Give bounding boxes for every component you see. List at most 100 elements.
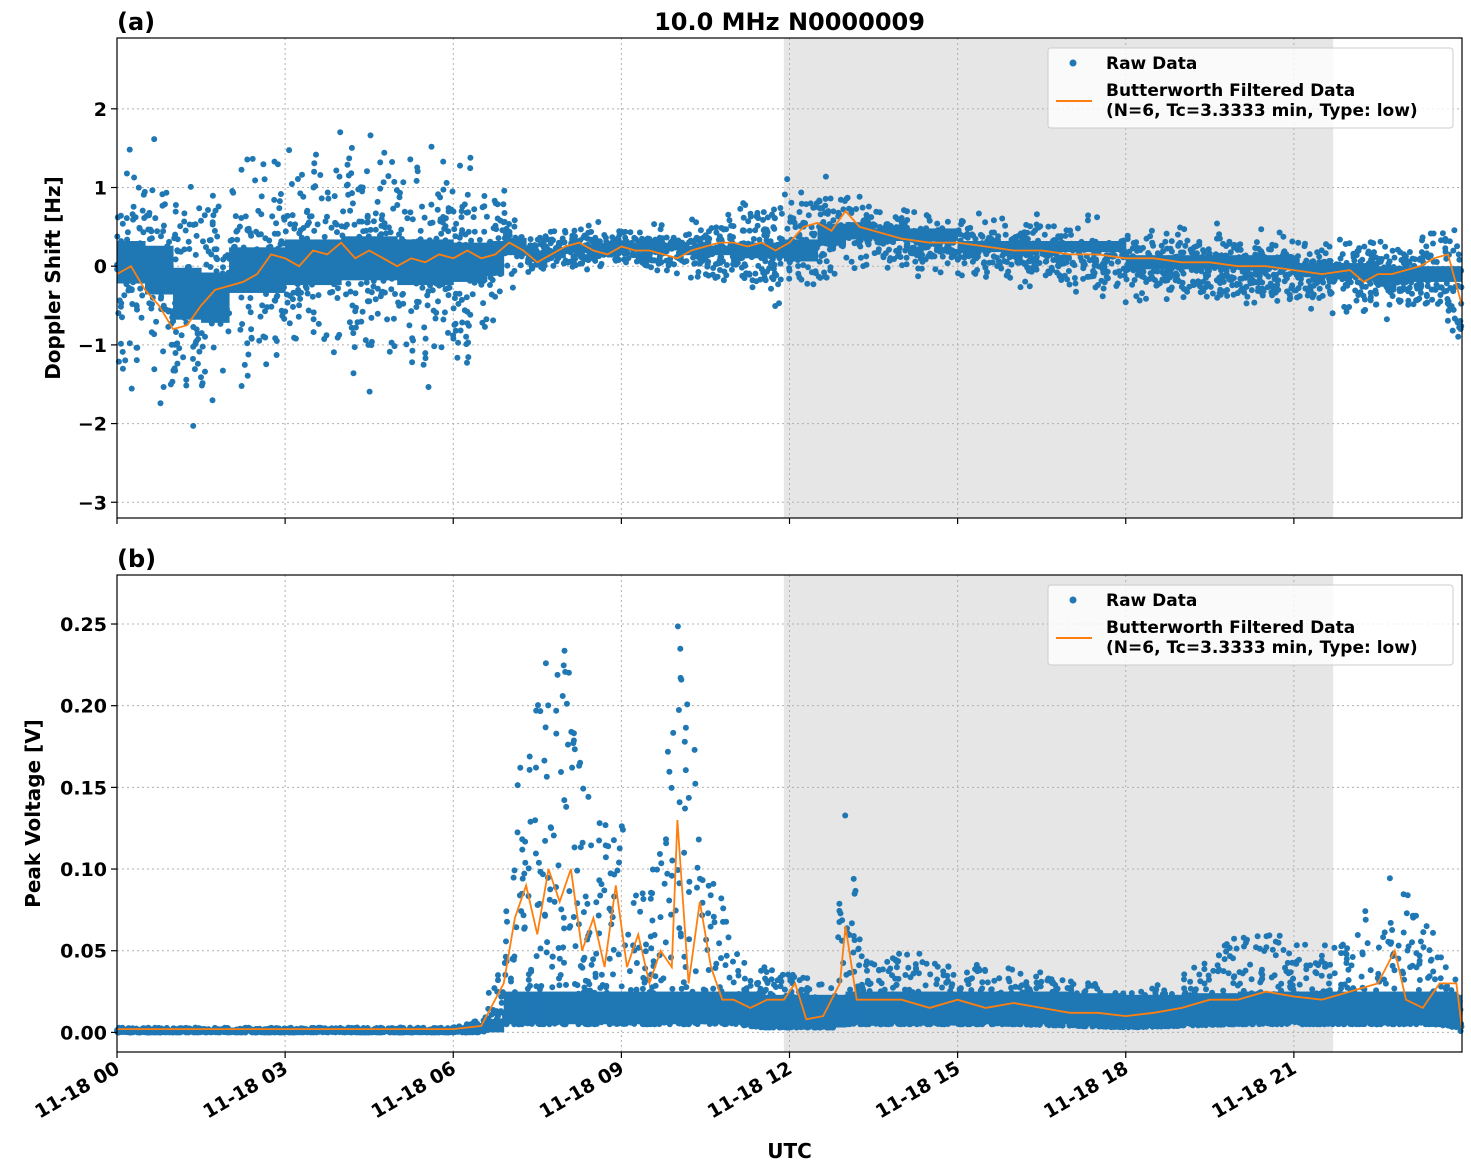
- raw-data-point: [212, 207, 219, 214]
- raw-data-point: [618, 983, 625, 990]
- raw-data-point: [536, 900, 543, 907]
- raw-data-point: [561, 239, 568, 246]
- raw-data-point: [419, 203, 425, 210]
- raw-data-point: [346, 155, 353, 162]
- raw-data-point: [1055, 263, 1062, 270]
- raw-data-point: [827, 195, 834, 202]
- raw-data-point: [170, 367, 177, 374]
- raw-data-point: [899, 262, 906, 269]
- raw-data-point: [647, 255, 654, 262]
- raw-data-point: [392, 291, 398, 297]
- raw-data-point: [1143, 279, 1150, 285]
- raw-data-point: [563, 700, 570, 707]
- raw-data-point: [1405, 297, 1412, 304]
- raw-data-point: [1188, 249, 1195, 256]
- raw-data-point: [298, 289, 304, 296]
- raw-data-point: [314, 221, 321, 228]
- raw-data-point: [1361, 243, 1368, 250]
- raw-data-point: [777, 205, 784, 211]
- raw-data-point: [276, 205, 283, 212]
- raw-data-point: [837, 196, 844, 203]
- raw-data-point: [1032, 264, 1039, 271]
- raw-data-point: [380, 179, 387, 186]
- raw-data-point: [1416, 295, 1423, 302]
- raw-data-point: [741, 262, 748, 269]
- raw-data-point: [457, 327, 464, 334]
- raw-data-point: [831, 270, 838, 277]
- raw-data-point: [972, 270, 979, 277]
- raw-data-point: [190, 343, 197, 350]
- raw-data-point: [409, 335, 416, 342]
- raw-data-point: [555, 945, 562, 951]
- raw-data-point: [884, 958, 891, 965]
- raw-data-point: [1277, 269, 1284, 276]
- raw-data-point: [1430, 968, 1437, 975]
- raw-data-point: [1124, 232, 1131, 239]
- raw-data-point: [1268, 289, 1275, 296]
- raw-data-point: [300, 193, 307, 200]
- raw-data-point: [763, 237, 770, 244]
- raw-data-point: [1233, 282, 1240, 288]
- raw-data-point: [827, 245, 834, 252]
- raw-data-point: [541, 237, 548, 244]
- raw-data-point: [262, 235, 269, 242]
- raw-data-point: [853, 206, 860, 212]
- raw-data-point: [705, 910, 712, 917]
- raw-data-point: [469, 291, 476, 298]
- raw-data-point: [1269, 946, 1276, 953]
- raw-data-point: [1099, 266, 1106, 272]
- raw-data-point: [525, 244, 532, 251]
- raw-data-point: [1248, 287, 1255, 294]
- raw-data-point: [675, 707, 682, 713]
- raw-data-point: [915, 970, 922, 977]
- raw-data-point: [616, 845, 623, 852]
- raw-data-point: [1023, 221, 1030, 228]
- raw-data-point: [1234, 290, 1241, 297]
- raw-data-point: [746, 227, 753, 234]
- raw-data-point: [1326, 973, 1333, 980]
- y-tick-label: −3: [78, 492, 107, 514]
- raw-data-point: [1451, 227, 1458, 234]
- raw-data-point: [989, 259, 996, 266]
- raw-data-point: [364, 214, 371, 221]
- raw-data-point: [1457, 326, 1464, 332]
- raw-data-point: [533, 953, 540, 960]
- raw-data-point: [190, 355, 196, 362]
- raw-data-point: [923, 960, 930, 967]
- raw-data-point: [808, 269, 815, 276]
- raw-data-point: [435, 191, 442, 198]
- raw-data-point: [1002, 231, 1009, 238]
- raw-data-point: [671, 261, 677, 268]
- raw-data-point: [1163, 230, 1170, 237]
- raw-data-point: [463, 333, 470, 340]
- raw-data-point: [1367, 289, 1374, 296]
- raw-data-point: [1450, 306, 1457, 313]
- raw-data-point: [1136, 297, 1143, 304]
- raw-data-point: [1139, 290, 1145, 297]
- raw-data-point: [1022, 278, 1029, 285]
- raw-data-point: [982, 219, 989, 226]
- raw-data-point: [501, 187, 508, 194]
- raw-data-point: [627, 229, 634, 236]
- raw-data-point: [704, 261, 711, 268]
- raw-data-point: [290, 289, 297, 296]
- raw-data-point: [174, 340, 181, 347]
- raw-data-point: [1344, 945, 1351, 952]
- raw-data-point: [1226, 945, 1233, 951]
- raw-data-point: [230, 189, 237, 196]
- raw-data-point: [1104, 257, 1111, 264]
- raw-data-point: [1244, 268, 1251, 274]
- raw-data-point: [363, 279, 370, 286]
- raw-data-point: [659, 235, 666, 242]
- raw-data-point: [1389, 927, 1396, 933]
- raw-data-point: [1443, 255, 1450, 262]
- raw-data-point: [1205, 246, 1212, 253]
- y-tick-label: 2: [94, 99, 107, 121]
- raw-data-point: [610, 971, 616, 978]
- raw-data-point: [601, 887, 608, 894]
- raw-data-point: [196, 205, 203, 212]
- raw-data-point: [694, 273, 701, 280]
- raw-data-point: [809, 230, 815, 237]
- raw-data-point: [1223, 271, 1230, 278]
- raw-data-point: [549, 963, 556, 970]
